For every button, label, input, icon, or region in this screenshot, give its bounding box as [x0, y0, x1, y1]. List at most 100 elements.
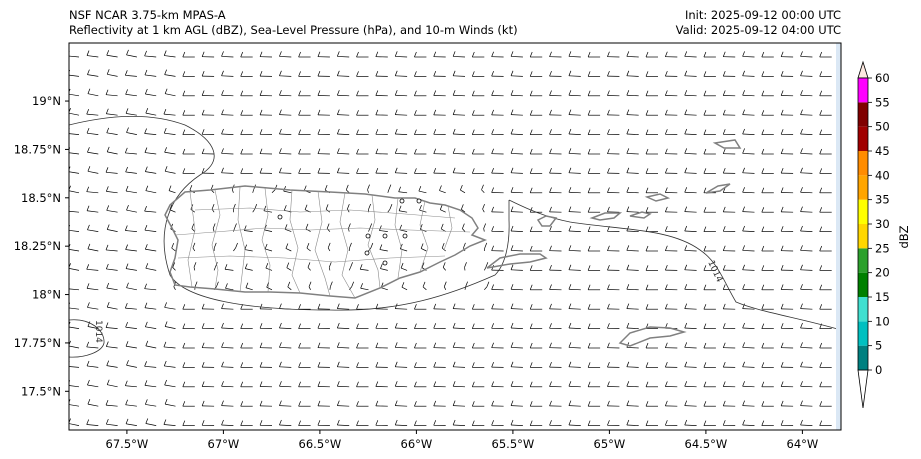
wind-barb	[510, 90, 523, 97]
wind-barb	[144, 302, 157, 310]
wind-barb	[529, 304, 543, 310]
wind-barb	[587, 265, 601, 271]
wind-barb	[645, 401, 658, 407]
wind-barb	[722, 381, 736, 388]
y-tick-label: 18.75°N	[14, 142, 61, 156]
wind-barb	[722, 400, 736, 407]
wind-barb	[259, 303, 273, 310]
wind-barb	[308, 281, 312, 290]
wind-barb	[510, 361, 523, 368]
wind-barb	[422, 281, 427, 291]
colorbar-segment	[858, 321, 868, 346]
wind-barb	[124, 147, 137, 155]
wind-barb	[452, 400, 466, 407]
wind-barb	[164, 166, 176, 174]
wind-barb	[414, 420, 427, 426]
wind-barb	[819, 207, 832, 213]
wind-barb	[124, 70, 137, 77]
virgin-gorda-coastline	[705, 183, 731, 194]
wind-barb	[264, 243, 273, 252]
wind-barb	[356, 129, 369, 135]
wind-barb	[529, 284, 543, 291]
wind-barb	[317, 70, 330, 77]
wind-barb	[761, 51, 774, 58]
wind-barb	[665, 90, 678, 97]
plot-frame	[68, 42, 842, 431]
wind-barb	[510, 128, 523, 135]
wind-barb	[87, 321, 99, 329]
colorbar-segment	[858, 248, 868, 273]
wind-barb	[800, 206, 813, 213]
wind-barb	[568, 419, 581, 426]
wind-barb	[201, 303, 215, 310]
wind-barb	[742, 148, 755, 155]
wind-barb	[761, 71, 774, 77]
wind-barb	[279, 148, 292, 155]
wind-barb	[244, 244, 253, 252]
wind-barb	[568, 90, 581, 97]
wind-barb	[317, 381, 330, 388]
wind-barb	[780, 51, 794, 58]
puerto-rico-coastline	[164, 185, 488, 299]
wind-barb	[221, 419, 234, 426]
wind-barb	[394, 400, 408, 407]
wind-barb	[761, 110, 774, 116]
wind-barb	[665, 303, 678, 310]
wind-barb	[645, 342, 658, 349]
wind-barb	[87, 398, 99, 407]
wind-barb	[587, 323, 601, 329]
wind-barb	[568, 167, 581, 174]
x-axis: 67.5°W 67°W 66.5°W 66°W 65.5°W 65°W 64.5°W 64°W	[106, 430, 818, 451]
wind-barb	[780, 129, 794, 135]
wind-barb	[800, 419, 813, 426]
title-right: Init: 2025-09-12 00:00 UTC Valid: 2025-0…	[676, 8, 841, 38]
wind-barb	[626, 361, 639, 368]
isobar-1014-west	[69, 115, 510, 311]
wind-barb	[800, 361, 813, 368]
wind-barb	[665, 226, 678, 232]
wind-barb	[742, 245, 755, 252]
title-fields: Reflectivity at 1 km AGL (dBZ), Sea-Leve…	[69, 23, 518, 37]
wind-barb	[665, 342, 678, 349]
x-tick-label: 64.5°W	[685, 437, 728, 451]
wind-barb	[460, 184, 466, 194]
wind-barb	[317, 400, 330, 407]
wind-barb	[529, 401, 543, 407]
x-tick-label: 66°W	[401, 437, 433, 451]
wind-barb	[125, 322, 137, 329]
wind-barb	[529, 342, 543, 349]
wind-barb	[549, 148, 562, 155]
wind-barb	[510, 284, 523, 291]
wind-barb	[587, 401, 601, 407]
wind-barb	[106, 282, 118, 291]
wind-barb	[703, 245, 716, 252]
wind-barb	[587, 284, 601, 291]
wind-barb	[722, 264, 736, 271]
wind-barb	[279, 70, 292, 77]
wind-barb	[742, 322, 755, 329]
wind-barb	[164, 147, 176, 155]
wind-barb	[259, 323, 273, 329]
wind-barb	[359, 264, 369, 271]
wind-barb	[800, 381, 813, 388]
wind-barb	[245, 282, 253, 291]
wind-barb	[568, 381, 581, 388]
x-tick-label: 65°W	[594, 437, 626, 451]
wind-barb	[221, 70, 234, 77]
wind-barb	[213, 262, 218, 271]
wind-barb	[452, 381, 466, 388]
wind-barb	[168, 185, 176, 194]
wind-barb	[607, 51, 620, 58]
wind-barb	[414, 362, 427, 368]
colorbar-tick-label: 40	[875, 168, 890, 182]
wind-barb	[367, 184, 370, 193]
wind-barb	[819, 148, 832, 155]
colorbar-extend-top	[857, 60, 869, 79]
wind-barb	[87, 88, 99, 97]
wind-barb	[761, 148, 774, 155]
x-tick-label: 67°W	[208, 437, 240, 451]
wind-barb	[394, 148, 408, 155]
wind-barb	[491, 361, 504, 368]
wind-barb	[703, 168, 716, 174]
wind-barb	[240, 71, 253, 77]
